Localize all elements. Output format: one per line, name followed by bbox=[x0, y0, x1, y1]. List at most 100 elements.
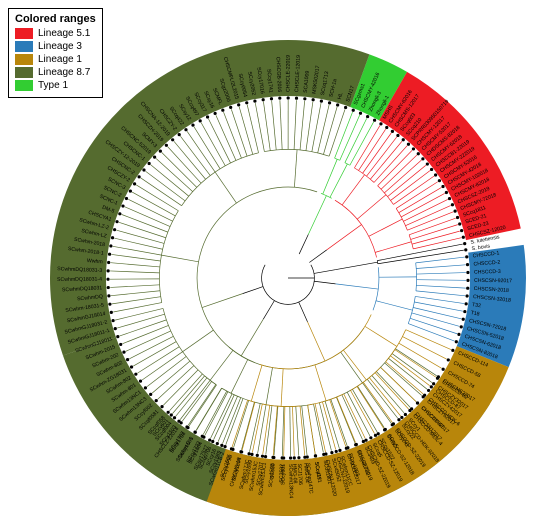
tip-marker bbox=[229, 106, 232, 109]
branch bbox=[210, 350, 233, 380]
branch bbox=[367, 379, 397, 418]
branch bbox=[415, 296, 464, 303]
tips bbox=[106, 96, 469, 459]
branch bbox=[152, 361, 190, 393]
branch bbox=[416, 265, 465, 269]
branch bbox=[156, 158, 193, 191]
branch bbox=[281, 369, 283, 407]
branch bbox=[335, 262, 377, 269]
tip-marker bbox=[336, 103, 339, 106]
tip-marker bbox=[451, 349, 454, 352]
tip-marker bbox=[107, 261, 110, 264]
tip-marker bbox=[463, 310, 466, 313]
tip-marker bbox=[271, 456, 274, 459]
branch bbox=[410, 318, 457, 333]
branch bbox=[308, 405, 316, 454]
tip-marker bbox=[364, 439, 367, 442]
tip-marker bbox=[466, 279, 469, 282]
branch bbox=[120, 320, 167, 336]
branch bbox=[111, 291, 160, 296]
tip-marker bbox=[423, 394, 426, 397]
branch bbox=[314, 270, 335, 274]
branch bbox=[375, 242, 411, 253]
branch bbox=[357, 195, 386, 219]
branch bbox=[162, 152, 197, 187]
tip-marker bbox=[111, 236, 114, 239]
tip-marker bbox=[121, 204, 124, 207]
tip-marker bbox=[385, 126, 388, 129]
legend-label: Lineage 8.7 bbox=[38, 67, 90, 78]
tip-marker bbox=[264, 455, 267, 458]
tip-marker bbox=[328, 101, 331, 104]
branch bbox=[359, 129, 386, 170]
tip-marker bbox=[432, 382, 435, 385]
branch bbox=[266, 368, 272, 405]
tip-marker bbox=[250, 453, 253, 456]
tip-marker bbox=[451, 203, 454, 206]
tip-marker bbox=[402, 138, 405, 141]
branch bbox=[241, 319, 263, 356]
branch bbox=[343, 350, 366, 380]
branch bbox=[161, 255, 198, 262]
branch bbox=[158, 366, 194, 400]
branch bbox=[280, 100, 282, 149]
tip-marker bbox=[230, 447, 233, 450]
branch bbox=[363, 133, 392, 173]
branch bbox=[309, 250, 326, 263]
legend-swatch bbox=[15, 28, 33, 39]
branch bbox=[142, 352, 182, 380]
tip-marker bbox=[118, 212, 121, 215]
branch bbox=[272, 101, 277, 150]
branch bbox=[205, 392, 228, 436]
tip-marker bbox=[138, 175, 141, 178]
branch bbox=[263, 102, 270, 151]
legend-item: Lineage 5.1 bbox=[15, 28, 96, 39]
branch bbox=[342, 175, 364, 205]
tip-marker bbox=[112, 319, 115, 322]
branch bbox=[403, 337, 447, 359]
tip-marker bbox=[171, 138, 174, 141]
branch bbox=[365, 326, 397, 346]
branch bbox=[315, 365, 326, 401]
branch bbox=[417, 273, 466, 275]
branch bbox=[378, 258, 415, 264]
branch bbox=[369, 219, 403, 236]
tip-marker bbox=[165, 144, 168, 147]
branch bbox=[336, 397, 355, 443]
branch bbox=[350, 390, 374, 433]
branch bbox=[231, 360, 248, 394]
tip-marker bbox=[408, 409, 411, 412]
branch bbox=[385, 363, 422, 396]
tip-marker bbox=[109, 244, 112, 247]
branch bbox=[119, 222, 166, 237]
tip-marker bbox=[442, 368, 445, 371]
tip-marker bbox=[462, 318, 465, 321]
branch bbox=[176, 378, 207, 416]
branch bbox=[413, 238, 461, 249]
branch bbox=[416, 285, 465, 288]
tip-marker bbox=[320, 100, 323, 103]
tip-marker bbox=[465, 302, 468, 305]
taxon-label: T32 bbox=[472, 302, 482, 309]
tip-marker bbox=[113, 228, 116, 231]
tip-marker bbox=[240, 450, 243, 453]
branch bbox=[336, 284, 379, 289]
tip-marker bbox=[261, 455, 264, 458]
tip-marker bbox=[447, 358, 450, 361]
tip-marker bbox=[170, 413, 173, 416]
tip-marker bbox=[466, 263, 469, 266]
branch bbox=[344, 394, 365, 439]
branch bbox=[376, 371, 410, 407]
tip-marker bbox=[270, 97, 273, 100]
tip-marker bbox=[194, 431, 197, 434]
root-arc bbox=[262, 265, 315, 305]
tip-marker bbox=[116, 335, 119, 338]
tip-marker bbox=[392, 422, 395, 425]
tip-marker bbox=[464, 248, 467, 251]
tip-marker bbox=[454, 210, 457, 213]
branch bbox=[325, 401, 339, 448]
tip-marker bbox=[178, 133, 181, 136]
tip-marker bbox=[455, 340, 458, 343]
branch bbox=[151, 165, 189, 196]
branch bbox=[168, 147, 201, 183]
